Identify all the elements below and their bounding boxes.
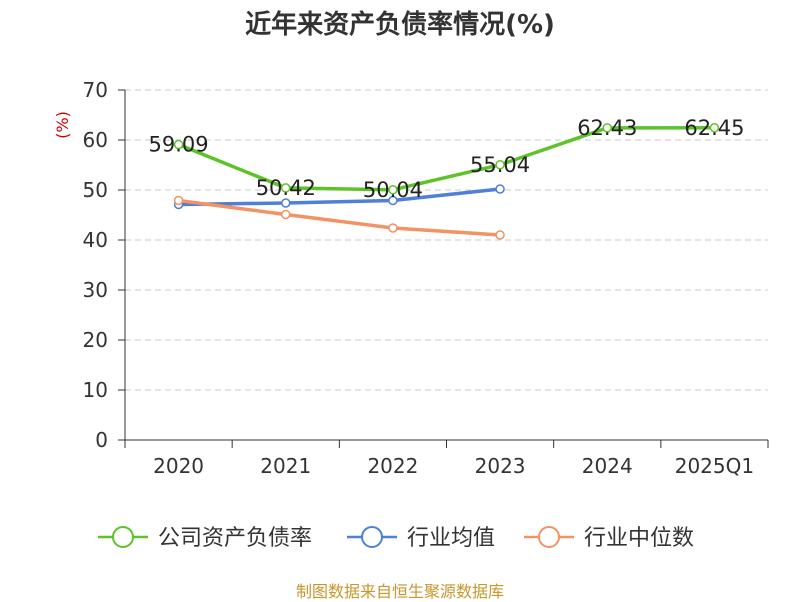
legend-label: 行业均值 [407,526,495,551]
x-tick-label: 2020 [153,454,204,478]
y-tick-label: 50 [83,178,108,202]
x-tick-label: 2021 [260,454,311,478]
y-tick-label: 10 [83,378,108,402]
data-point [709,123,720,133]
data-label: 50.42 [256,176,316,200]
x-tick-label: 2022 [367,454,418,478]
data-point [281,209,291,220]
y-tick-label: 70 [83,78,108,102]
series-line-2 [176,187,502,207]
data-label: 62.43 [577,116,637,140]
x-tick-label: 2023 [475,454,526,478]
chart-title: 近年来资产负债率情况(%) [245,10,555,40]
data-label: 59.09 [149,133,209,157]
y-axis-label: (%) [53,111,72,139]
source-note: 制图数据来自恒生聚源数据库 [295,582,504,601]
legend-marker [112,526,134,548]
legend-marker [361,526,383,548]
y-tick-label: 30 [83,278,108,302]
data-point [602,123,612,133]
legend-label: 公司资产负债率 [158,526,312,551]
data-label: 50.04 [363,178,423,202]
data-label: 62.45 [684,116,744,140]
x-tick-label: 2025Q1 [675,454,754,478]
y-tick-label: 40 [83,228,108,252]
data-point [388,195,398,206]
data-point [281,198,291,208]
y-tick-label: 0 [95,428,108,452]
x-tick-label: 2024 [582,454,633,478]
legend-label: 行业中位数 [584,526,694,551]
data-point [173,139,184,150]
data-point [495,230,505,240]
data-point [173,195,184,206]
data-point [388,185,398,195]
y-tick-label: 60 [83,128,108,152]
data-point [495,160,505,170]
data-point [281,183,291,193]
y-tick-label: 20 [83,328,108,352]
series-line-3 [176,198,502,237]
series-line-1 [176,126,717,192]
legend-marker [538,526,560,548]
data-point [388,223,398,233]
data-label: 55.04 [470,153,530,177]
data-point [495,184,505,194]
